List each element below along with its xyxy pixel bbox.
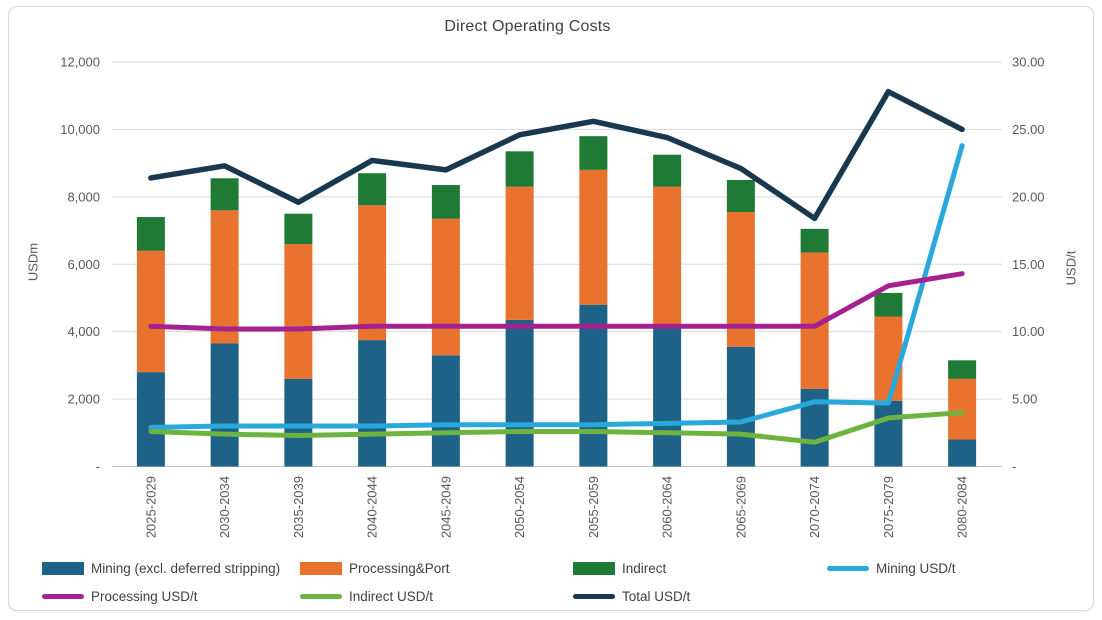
bar-segment-mining-excl-deferred-stripping	[505, 319, 534, 467]
bar-segment-indirect	[505, 151, 534, 187]
bar-segment-indirect	[136, 217, 165, 251]
bar-segment-processing-port	[284, 244, 313, 379]
x-tick-label: 2040-2044	[365, 476, 380, 538]
series-line-total-usd-t	[148, 88, 965, 222]
bar-segment-processing-port	[874, 316, 903, 401]
bar-segment-indirect	[874, 292, 903, 317]
y-tick-label-left: 12,000	[60, 55, 100, 70]
y-tick-label-left: 6,000	[67, 257, 100, 272]
y-tick-label-left: 2,000	[67, 392, 100, 407]
x-tick-label: 2045-2049	[438, 476, 453, 538]
bar-segment-indirect	[284, 213, 313, 245]
x-tick-label: 2075-2079	[881, 476, 896, 538]
bar-segment-indirect	[358, 173, 387, 206]
x-tick-label: 2035-2039	[291, 476, 306, 538]
chart-title: Direct Operating Costs	[444, 18, 611, 35]
x-tick-label: 2080-2084	[955, 476, 970, 538]
bar-segment-processing-port	[358, 205, 387, 341]
bar-segment-indirect	[800, 228, 829, 253]
x-tick-label: 2050-2054	[512, 476, 527, 538]
bar-segment-mining-excl-deferred-stripping	[874, 400, 903, 467]
bar-segment-mining-excl-deferred-stripping	[284, 378, 313, 467]
bar-segment-mining-excl-deferred-stripping	[579, 304, 608, 467]
y-tick-label-left: 4,000	[67, 324, 100, 339]
y-tick-label-right: -	[1012, 459, 1016, 474]
x-tick-label: 2030-2034	[217, 476, 232, 538]
y-tick-label-right: 20.00	[1012, 189, 1045, 204]
bar-segment-mining-excl-deferred-stripping	[358, 340, 387, 467]
x-tick-label: 2065-2069	[733, 476, 748, 538]
bar-segment-mining-excl-deferred-stripping	[948, 439, 977, 467]
bar-segment-processing-port	[948, 378, 977, 440]
bar-segment-processing-port	[653, 186, 682, 327]
bar-segment-indirect	[726, 179, 755, 213]
series-line-processing-usd-t	[148, 271, 965, 332]
x-tick-label: 2025-2029	[143, 476, 158, 538]
series-line-indirect-usd-t	[148, 410, 965, 445]
y-tick-label-right: 5.00	[1012, 392, 1037, 407]
bar-segment-processing-port	[210, 210, 239, 344]
bar-segment-mining-excl-deferred-stripping	[136, 372, 165, 467]
bar-segment-processing-port	[505, 186, 534, 320]
bar-segment-processing-port	[431, 218, 460, 356]
series-line-mining-usd-t	[148, 143, 965, 430]
y-tick-label-right: 25.00	[1012, 122, 1045, 137]
x-tick-label: 2060-2064	[660, 476, 675, 538]
y-tick-label-right: 10.00	[1012, 324, 1045, 339]
x-tick-label: 2055-2059	[586, 476, 601, 538]
bar-segment-mining-excl-deferred-stripping	[726, 346, 755, 467]
bar-segment-processing-port	[579, 169, 608, 305]
bar-segment-indirect	[210, 178, 239, 211]
bar-segment-mining-excl-deferred-stripping	[210, 343, 239, 467]
bar-segment-indirect	[948, 360, 977, 379]
y-tick-label-right: 15.00	[1012, 257, 1045, 272]
bar-segment-indirect	[579, 136, 608, 170]
x-tick-label: 2070-2074	[807, 476, 822, 538]
y-tick-label-left: -	[96, 459, 100, 474]
bar-segment-processing-port	[136, 250, 165, 373]
y-tick-label-right: 30.00	[1012, 55, 1045, 70]
y-tick-label-left: 10,000	[60, 122, 100, 137]
bar-segment-mining-excl-deferred-stripping	[431, 355, 460, 467]
bar-segment-indirect	[653, 154, 682, 187]
y-tick-label-left: 8,000	[67, 189, 100, 204]
bar-segment-indirect	[431, 185, 460, 219]
bar-segment-mining-excl-deferred-stripping	[653, 326, 682, 467]
